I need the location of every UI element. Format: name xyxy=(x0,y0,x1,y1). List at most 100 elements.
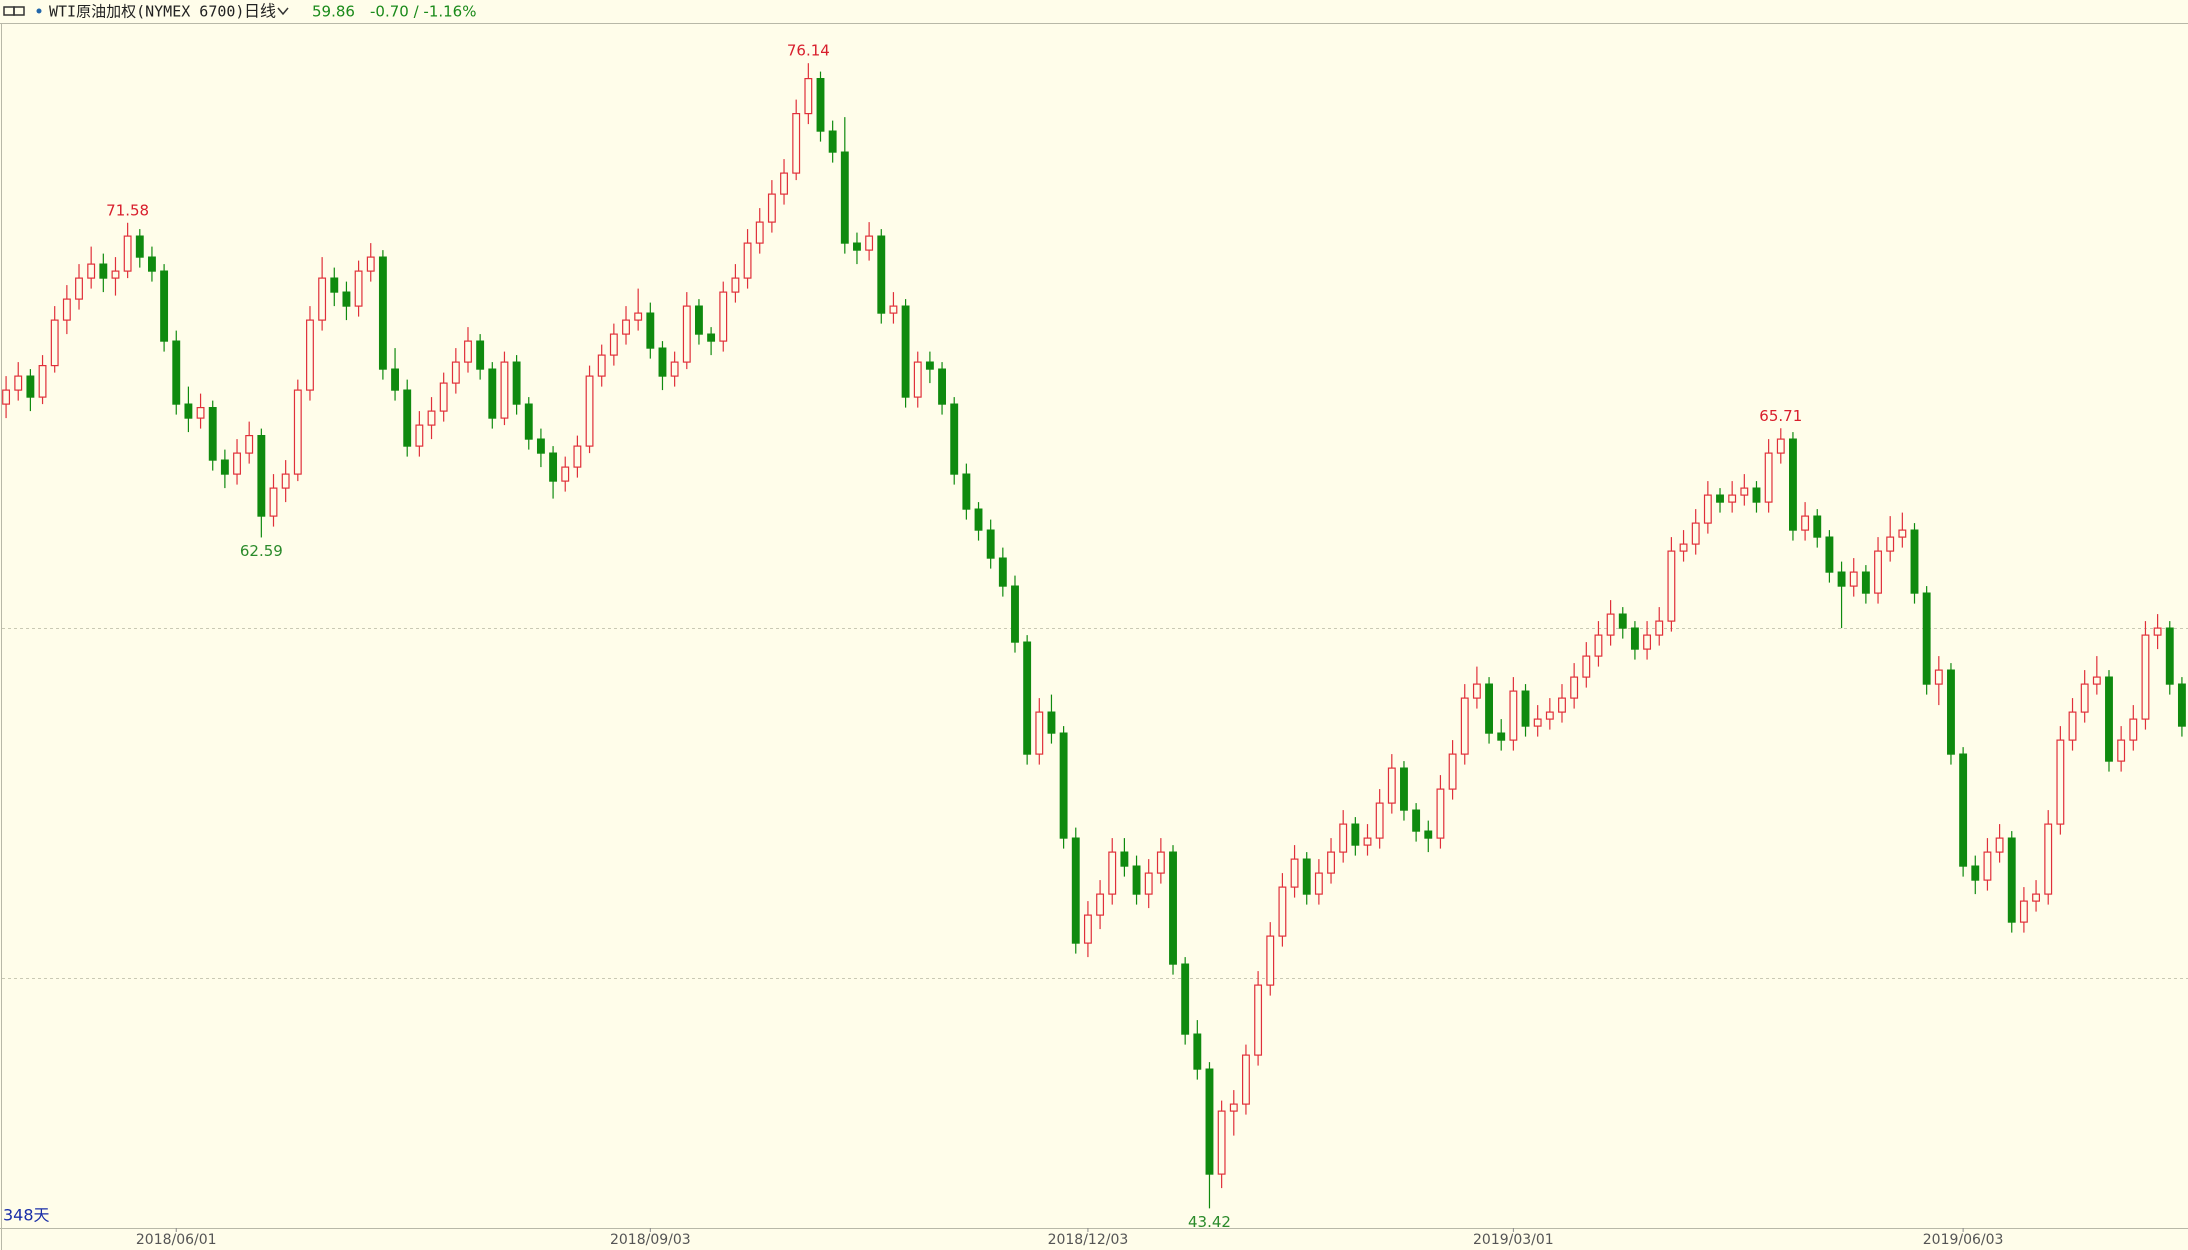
candle-body xyxy=(1290,858,1299,888)
x-tick-label: 2018/12/03 xyxy=(1048,1232,1129,1248)
candle-body xyxy=(2092,676,2101,685)
icon-box xyxy=(13,6,25,16)
candle-body xyxy=(1959,753,1968,867)
candle-body xyxy=(1083,914,1092,944)
candle-body xyxy=(913,361,922,398)
candle-body xyxy=(804,77,813,115)
candle-body xyxy=(792,112,801,174)
candle-body xyxy=(415,424,424,447)
candle-body xyxy=(451,361,460,384)
candle-body xyxy=(464,340,472,363)
candle-body xyxy=(2019,900,2028,923)
candle-body xyxy=(135,235,144,258)
x-tick-label: 2019/03/01 xyxy=(1473,1232,1554,1248)
candle-body xyxy=(1363,837,1372,846)
candle-body xyxy=(609,333,618,356)
candle-body xyxy=(1229,1103,1238,1112)
candle-body xyxy=(1011,585,1019,643)
candle-body xyxy=(2177,683,2186,727)
candle-body xyxy=(1934,669,1943,685)
candle-body xyxy=(1594,634,1603,657)
candle-body xyxy=(1995,837,2004,853)
candle-body xyxy=(500,361,509,419)
candle-body xyxy=(986,529,995,559)
candle-body xyxy=(938,368,946,405)
candle-body xyxy=(257,435,266,517)
candle-body xyxy=(1351,823,1360,846)
candle-body xyxy=(682,305,691,363)
candle-body xyxy=(1400,767,1408,811)
candle-body xyxy=(342,291,351,307)
candle-body xyxy=(1740,487,1749,496)
candle-body xyxy=(1764,452,1773,503)
candle-body xyxy=(269,487,278,517)
candle-body xyxy=(172,340,181,405)
candle-body xyxy=(1375,802,1384,839)
candle-body xyxy=(536,438,545,454)
candle-body xyxy=(1327,851,1335,874)
candle-body xyxy=(318,277,327,321)
candle-body xyxy=(2,389,11,405)
candle-body xyxy=(1521,690,1530,727)
candle-body xyxy=(366,256,375,272)
candle-body xyxy=(634,312,643,321)
candle-body xyxy=(925,361,934,370)
candle-body xyxy=(403,389,412,447)
candle-body xyxy=(1849,571,1858,587)
candle-body xyxy=(99,263,108,279)
candle-body xyxy=(184,403,193,419)
candle-body xyxy=(1752,487,1761,503)
candle-body xyxy=(123,235,132,272)
candle-body xyxy=(1789,438,1797,531)
candle-body xyxy=(50,319,59,367)
candle-body xyxy=(707,333,716,342)
candle-body xyxy=(1120,851,1129,867)
candle-body xyxy=(476,340,485,370)
candle-body xyxy=(1667,550,1676,622)
candle-body xyxy=(828,130,837,153)
candle-body xyxy=(561,466,570,482)
candle-body xyxy=(1679,543,1688,552)
candle-body xyxy=(512,361,521,405)
candle-body xyxy=(840,151,849,244)
low-label: 43.42 xyxy=(1188,1213,1231,1231)
candle-body xyxy=(233,452,241,475)
candle-body xyxy=(427,410,436,426)
candle-body xyxy=(1691,522,1700,545)
candle-body xyxy=(26,375,35,398)
candle-body xyxy=(1108,851,1117,895)
price-change: -0.70 / -1.16% xyxy=(370,3,476,21)
candle-body xyxy=(2080,683,2089,713)
candle-body xyxy=(208,407,217,461)
header-icon[interactable] xyxy=(3,6,25,16)
candle-body xyxy=(1813,515,1822,538)
candle-body xyxy=(2129,718,2138,741)
high-label: 65.71 xyxy=(1759,407,1802,425)
candle-body xyxy=(354,270,363,307)
candle-body xyxy=(1703,494,1712,524)
candle-body xyxy=(1570,676,1579,699)
candle-body xyxy=(293,389,302,475)
last-price: 59.86 xyxy=(312,3,355,21)
high-label: 76.14 xyxy=(787,42,830,60)
candle-body xyxy=(1630,627,1639,650)
candle-body xyxy=(38,365,47,398)
candle-body xyxy=(573,445,582,468)
candle-body xyxy=(1582,655,1591,678)
candle-body xyxy=(1339,823,1348,853)
x-tick-label: 2019/06/03 xyxy=(1923,1232,2004,1248)
dropdown-arrow[interactable] xyxy=(277,7,289,16)
candle-body xyxy=(2056,739,2065,825)
period-select[interactable]: 日线 xyxy=(244,2,276,21)
candle-body xyxy=(1071,837,1080,944)
candle-body xyxy=(1448,753,1457,790)
candle-body xyxy=(1509,690,1518,741)
day-count: 348天 xyxy=(3,1206,50,1225)
candle-body xyxy=(1217,1110,1226,1175)
candle-body xyxy=(439,382,448,412)
candle-body xyxy=(2117,739,2126,762)
candle-body xyxy=(281,473,290,489)
candle-body xyxy=(670,361,679,377)
